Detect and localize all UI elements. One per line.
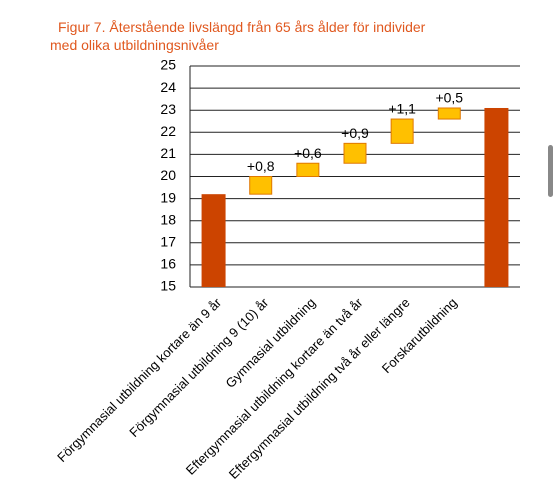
x-tick-label: Förgymnasial utbildning kortare än 9 år: [54, 294, 224, 464]
y-tick-label: 17: [160, 234, 176, 250]
y-tick-label: 20: [160, 167, 176, 183]
increase-bar: [437, 107, 461, 120]
value-label: +0,8: [247, 158, 275, 174]
increase-bar: [390, 118, 414, 144]
increase-bar: [249, 176, 273, 195]
y-tick-label: 24: [160, 79, 176, 95]
x-tick-label: Eftergymnasial utbildning kortare än två…: [183, 294, 366, 477]
increase-bar: [296, 162, 320, 178]
y-tick-label: 18: [160, 211, 176, 227]
y-tick-label: 25: [160, 57, 176, 73]
total-bar: [201, 194, 226, 287]
value-label: +0,6: [294, 145, 322, 161]
y-tick-label: 15: [160, 278, 176, 294]
y-tick-label: 23: [160, 101, 176, 117]
value-label: +0,9: [341, 125, 369, 141]
y-tick-label: 19: [160, 189, 176, 205]
value-label: +1,1: [388, 101, 416, 117]
total-bar: [484, 107, 509, 288]
y-tick-label: 22: [160, 123, 176, 139]
y-tick-label: 16: [160, 256, 176, 272]
value-label: +0,5: [435, 90, 463, 106]
y-tick-label: 21: [160, 145, 176, 161]
increase-bar: [343, 142, 367, 164]
scrollbar[interactable]: [548, 145, 553, 197]
chart-title: Figur 7. Återstående livslängd från 65 å…: [50, 19, 426, 53]
x-tick-label: Gymnasial utbildning: [222, 295, 318, 391]
